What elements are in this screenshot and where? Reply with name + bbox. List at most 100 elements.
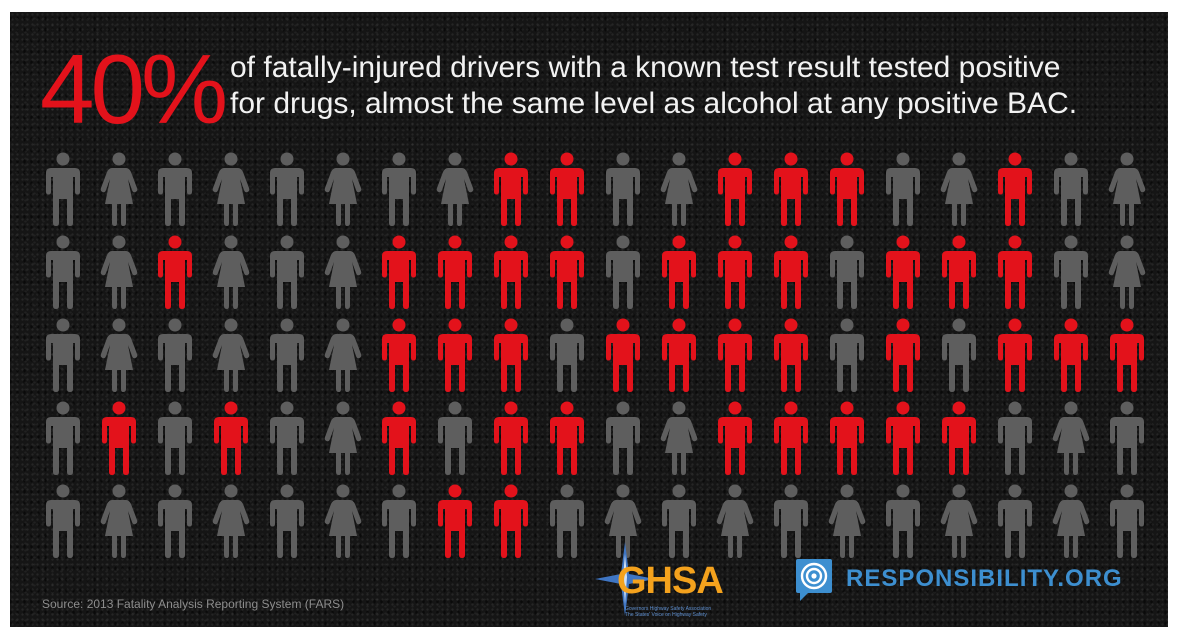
female-person-icon bbox=[98, 484, 140, 558]
highlighted-person-icon bbox=[714, 235, 756, 309]
target-bubble-icon bbox=[796, 559, 832, 601]
highlighted-person-icon bbox=[378, 401, 420, 475]
male-person-icon bbox=[994, 484, 1036, 558]
headline-line-2: for drugs, almost the same level as alco… bbox=[230, 87, 1078, 120]
male-person-icon bbox=[546, 318, 588, 392]
highlighted-person-icon bbox=[490, 318, 532, 392]
highlighted-person-icon bbox=[714, 401, 756, 475]
female-person-icon bbox=[938, 152, 980, 226]
highlighted-person-icon bbox=[770, 152, 812, 226]
highlighted-person-icon bbox=[490, 401, 532, 475]
male-person-icon bbox=[378, 484, 420, 558]
female-person-icon bbox=[658, 152, 700, 226]
male-person-icon bbox=[546, 484, 588, 558]
male-person-icon bbox=[994, 401, 1036, 475]
source-note: Source: 2013 Fatality Analysis Reporting… bbox=[42, 597, 345, 611]
male-person-icon bbox=[266, 235, 308, 309]
highlighted-person-icon bbox=[210, 401, 252, 475]
male-person-icon bbox=[1106, 484, 1148, 558]
male-person-icon bbox=[266, 318, 308, 392]
highlighted-person-icon bbox=[882, 401, 924, 475]
male-person-icon bbox=[378, 152, 420, 226]
male-person-icon bbox=[826, 318, 868, 392]
highlighted-person-icon bbox=[938, 235, 980, 309]
female-person-icon bbox=[322, 484, 364, 558]
female-person-icon bbox=[434, 152, 476, 226]
female-person-icon bbox=[602, 484, 644, 558]
female-person-icon bbox=[98, 152, 140, 226]
female-person-icon bbox=[98, 318, 140, 392]
highlighted-person-icon bbox=[770, 401, 812, 475]
highlighted-person-icon bbox=[546, 401, 588, 475]
female-person-icon bbox=[826, 484, 868, 558]
female-person-icon bbox=[322, 152, 364, 226]
highlighted-person-icon bbox=[490, 484, 532, 558]
highlighted-person-icon bbox=[994, 318, 1036, 392]
ghsa-tagline-1: Governors Highway Safety Association bbox=[625, 606, 712, 612]
female-person-icon bbox=[1106, 152, 1148, 226]
female-person-icon bbox=[1050, 401, 1092, 475]
male-person-icon bbox=[266, 401, 308, 475]
female-person-icon bbox=[938, 484, 980, 558]
male-person-icon bbox=[1050, 152, 1092, 226]
highlighted-person-icon bbox=[826, 401, 868, 475]
female-person-icon bbox=[658, 401, 700, 475]
female-person-icon bbox=[714, 484, 756, 558]
ghsa-logo: GHSA Governors Highway Safety Associatio… bbox=[595, 542, 755, 622]
male-person-icon bbox=[42, 152, 84, 226]
highlighted-person-icon bbox=[434, 235, 476, 309]
highlighted-person-icon bbox=[770, 235, 812, 309]
male-person-icon bbox=[42, 235, 84, 309]
headline: 40% of fatally-injured drivers with a kn… bbox=[40, 34, 1160, 152]
ghsa-tagline: Governors Highway Safety Association The… bbox=[625, 606, 755, 618]
headline-percent: 40% bbox=[40, 34, 228, 144]
compass-star-icon bbox=[595, 542, 655, 616]
female-person-icon bbox=[1050, 484, 1092, 558]
female-person-icon bbox=[210, 235, 252, 309]
highlighted-person-icon bbox=[490, 152, 532, 226]
headline-text: of fatally-injured drivers with a known … bbox=[230, 50, 1160, 122]
highlighted-person-icon bbox=[938, 401, 980, 475]
female-person-icon bbox=[1106, 235, 1148, 309]
male-person-icon bbox=[602, 401, 644, 475]
male-person-icon bbox=[154, 484, 196, 558]
highlighted-person-icon bbox=[154, 235, 196, 309]
ghsa-tagline-2: The States' Voice on Highway Safety bbox=[625, 612, 707, 618]
male-person-icon bbox=[266, 152, 308, 226]
responsibility-wordmark: RESPONSIBILITY.ORG bbox=[846, 565, 1123, 592]
highlighted-person-icon bbox=[994, 152, 1036, 226]
male-person-icon bbox=[266, 484, 308, 558]
male-person-icon bbox=[42, 401, 84, 475]
male-person-icon bbox=[434, 401, 476, 475]
highlighted-person-icon bbox=[714, 152, 756, 226]
ghsa-wordmark: GHSA bbox=[617, 560, 724, 602]
highlighted-person-icon bbox=[378, 318, 420, 392]
highlighted-person-icon bbox=[434, 484, 476, 558]
female-person-icon bbox=[210, 318, 252, 392]
male-person-icon bbox=[42, 484, 84, 558]
highlighted-person-icon bbox=[882, 318, 924, 392]
female-person-icon bbox=[322, 401, 364, 475]
male-person-icon bbox=[882, 484, 924, 558]
highlighted-person-icon bbox=[714, 318, 756, 392]
infographic-poster: 40% of fatally-injured drivers with a kn… bbox=[10, 12, 1168, 627]
highlighted-person-icon bbox=[98, 401, 140, 475]
male-person-icon bbox=[602, 235, 644, 309]
male-person-icon bbox=[602, 152, 644, 226]
male-person-icon bbox=[882, 152, 924, 226]
highlighted-person-icon bbox=[1106, 318, 1148, 392]
male-person-icon bbox=[770, 484, 812, 558]
female-person-icon bbox=[322, 318, 364, 392]
male-person-icon bbox=[1050, 235, 1092, 309]
male-person-icon bbox=[658, 484, 700, 558]
highlighted-person-icon bbox=[546, 152, 588, 226]
male-person-icon bbox=[154, 401, 196, 475]
highlighted-person-icon bbox=[826, 152, 868, 226]
male-person-icon bbox=[42, 318, 84, 392]
male-person-icon bbox=[154, 318, 196, 392]
headline-line-1: of fatally-injured drivers with a known … bbox=[230, 51, 1061, 84]
pictogram-grid bbox=[10, 12, 1168, 627]
highlighted-person-icon bbox=[658, 235, 700, 309]
responsibility-logo: RESPONSIBILITY.ORG bbox=[794, 557, 1164, 607]
highlighted-person-icon bbox=[546, 235, 588, 309]
